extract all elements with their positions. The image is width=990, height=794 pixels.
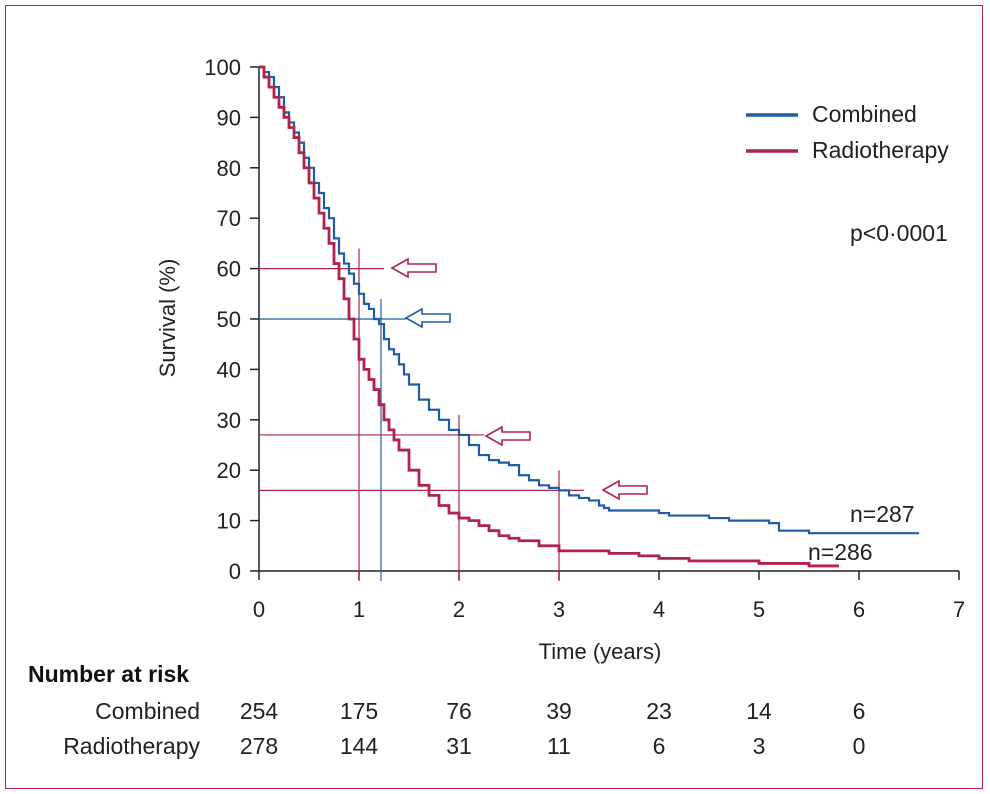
x-tick-label: 7 bbox=[953, 597, 965, 622]
y-tick-label: 20 bbox=[217, 458, 241, 483]
x-tick-label: 5 bbox=[753, 597, 765, 622]
axes: 0 10 20 30 40 50 60 70 80 90 100 0 1 2 3 4 5 6 7 bbox=[204, 55, 965, 622]
x-tick-label: 1 bbox=[353, 597, 365, 622]
x-tick-label: 0 bbox=[253, 597, 265, 622]
risk-values: 254 175 76 39 23 14 6 278 144 31 11 6 3 0 bbox=[240, 698, 866, 759]
risk-value-radiotherapy: 11 bbox=[547, 733, 571, 759]
legend: Combined Radiotherapy bbox=[746, 101, 949, 163]
y-tick-label: 30 bbox=[217, 408, 241, 433]
risk-value-radiotherapy: 0 bbox=[853, 733, 866, 759]
risk-row-label-radiotherapy: Radiotherapy bbox=[63, 733, 200, 759]
p-value: p<0·0001 bbox=[850, 220, 948, 246]
reference-arrow bbox=[390, 257, 437, 279]
reference-lines bbox=[259, 248, 584, 581]
x-tick-label: 4 bbox=[653, 597, 665, 622]
end-label-combined: n=287 bbox=[850, 501, 915, 527]
x-tick-label: 6 bbox=[853, 597, 865, 622]
risk-value-radiotherapy: 3 bbox=[753, 733, 766, 759]
risk-value-combined: 254 bbox=[240, 698, 279, 724]
y-tick-label: 40 bbox=[217, 357, 241, 382]
risk-value-combined: 6 bbox=[853, 698, 866, 724]
series-layer bbox=[259, 65, 919, 568]
risk-table-title: Number at risk bbox=[28, 661, 189, 687]
risk-value-combined: 175 bbox=[340, 698, 378, 724]
figure-frame bbox=[5, 5, 983, 789]
risk-row-label-combined: Combined bbox=[95, 698, 200, 724]
reference-arrow bbox=[404, 307, 451, 329]
risk-value-combined: 14 bbox=[746, 698, 772, 724]
risk-value-radiotherapy: 278 bbox=[240, 733, 278, 759]
risk-value-combined: 23 bbox=[646, 698, 672, 724]
y-tick-label: 100 bbox=[204, 55, 241, 80]
y-tick-label: 50 bbox=[217, 307, 241, 332]
x-tick-label: 3 bbox=[553, 597, 565, 622]
end-label-radiotherapy: n=286 bbox=[808, 539, 873, 565]
x-axis-label: Time (years) bbox=[539, 639, 662, 664]
reference-arrow bbox=[601, 479, 648, 501]
y-tick-label: 60 bbox=[217, 257, 241, 282]
legend-label-combined: Combined bbox=[812, 101, 917, 127]
reference-arrows bbox=[390, 257, 648, 501]
risk-value-radiotherapy: 6 bbox=[653, 733, 666, 759]
y-tick-label: 0 bbox=[229, 559, 241, 584]
y-tick-label: 80 bbox=[217, 156, 241, 181]
risk-value-radiotherapy: 144 bbox=[340, 733, 379, 759]
x-tick-label: 2 bbox=[453, 597, 465, 622]
y-tick-label: 10 bbox=[217, 509, 241, 534]
y-tick-label: 90 bbox=[217, 105, 241, 130]
risk-value-combined: 76 bbox=[446, 698, 472, 724]
series-line-radiotherapy bbox=[259, 65, 839, 568]
risk-value-combined: 39 bbox=[546, 698, 572, 724]
y-axis-label: Survival (%) bbox=[155, 259, 180, 378]
y-tick-label: 70 bbox=[217, 206, 241, 231]
risk-value-radiotherapy: 31 bbox=[446, 733, 472, 759]
legend-label-radiotherapy: Radiotherapy bbox=[812, 137, 949, 163]
reference-arrow bbox=[484, 425, 531, 447]
risk-table: Number at risk Combined Radiotherapy 254… bbox=[28, 661, 865, 759]
